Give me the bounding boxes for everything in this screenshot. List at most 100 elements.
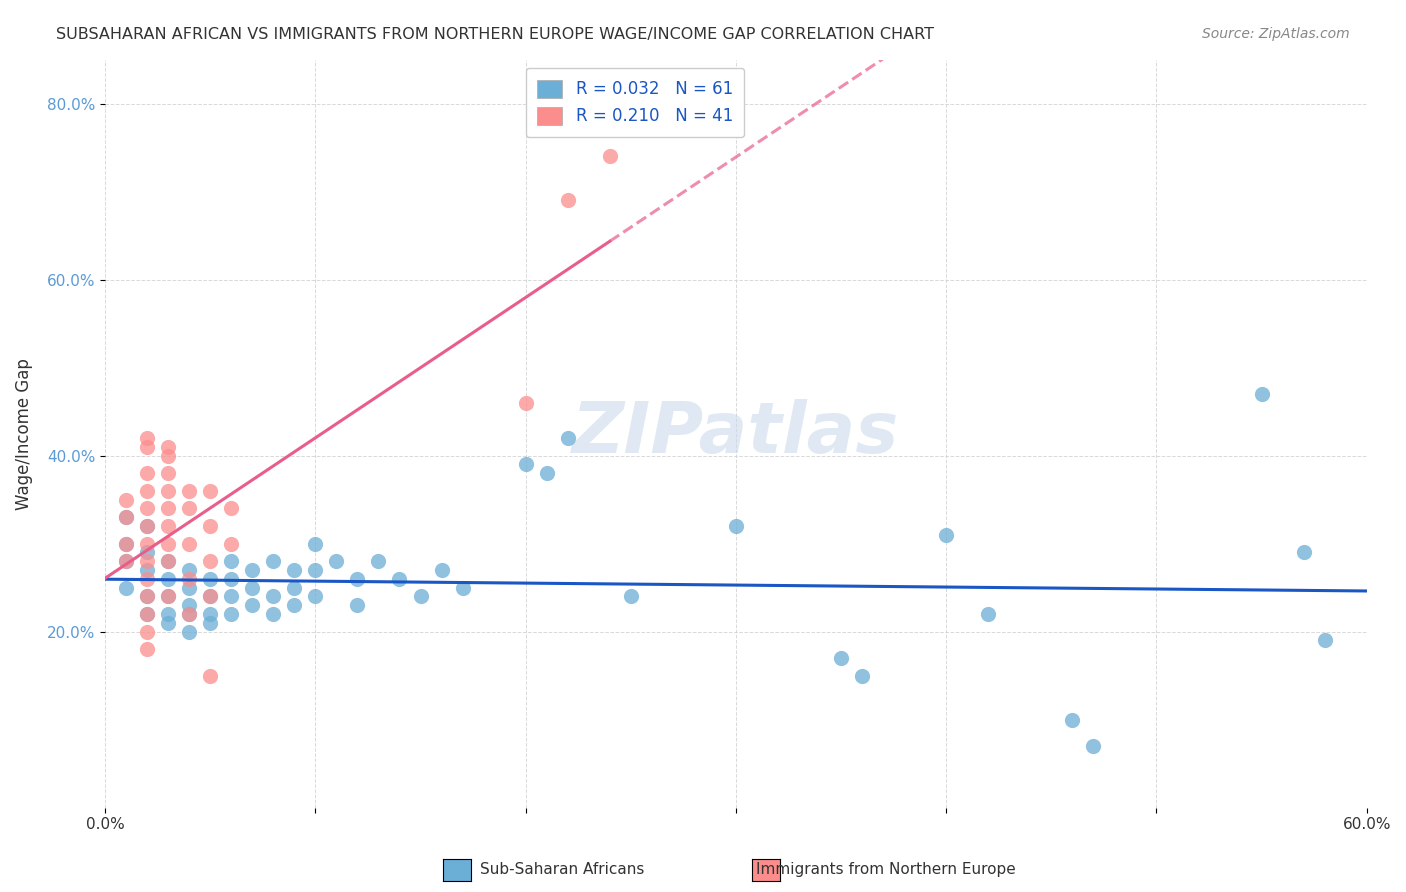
Point [115, 536, 138, 550]
Point [136, 563, 159, 577]
Point [1292, 545, 1315, 559]
Point [200, 590, 222, 604]
Point [157, 607, 180, 621]
Point [1250, 387, 1272, 401]
Point [136, 519, 159, 533]
Point [200, 668, 222, 682]
Point [136, 624, 159, 639]
Point [157, 440, 180, 454]
Point [179, 563, 201, 577]
Point [157, 449, 180, 463]
Point [283, 599, 305, 613]
Point [115, 510, 138, 524]
Point [935, 528, 957, 542]
Point [240, 581, 263, 595]
Point [157, 519, 180, 533]
Point [115, 554, 138, 568]
Point [136, 467, 159, 481]
Text: Source: ZipAtlas.com: Source: ZipAtlas.com [1202, 27, 1350, 41]
Point [136, 440, 159, 454]
Point [179, 607, 201, 621]
Point [179, 624, 201, 639]
Point [409, 590, 432, 604]
Point [200, 554, 222, 568]
Point [179, 483, 201, 498]
Point [179, 501, 201, 516]
Point [219, 590, 242, 604]
Point [136, 642, 159, 657]
Point [136, 590, 159, 604]
Point [557, 431, 579, 445]
Point [724, 519, 747, 533]
Point [136, 501, 159, 516]
Point [304, 536, 326, 550]
Point [283, 581, 305, 595]
Text: ZIPatlas: ZIPatlas [572, 399, 900, 468]
Point [115, 554, 138, 568]
Point [325, 554, 347, 568]
Point [599, 149, 621, 163]
Point [136, 545, 159, 559]
Point [136, 519, 159, 533]
Point [200, 615, 222, 630]
Point [1083, 739, 1105, 753]
Point [115, 536, 138, 550]
Point [200, 572, 222, 586]
Point [240, 599, 263, 613]
Point [451, 581, 474, 595]
Point [304, 590, 326, 604]
Point [219, 501, 242, 516]
Point [157, 467, 180, 481]
Point [115, 510, 138, 524]
Point [179, 572, 201, 586]
Point [179, 536, 201, 550]
Point [115, 581, 138, 595]
Point [262, 554, 284, 568]
Point [157, 536, 180, 550]
Y-axis label: Wage/Income Gap: Wage/Income Gap [15, 358, 32, 509]
Point [1313, 633, 1336, 648]
Point [136, 536, 159, 550]
Point [157, 501, 180, 516]
Point [620, 590, 643, 604]
Legend: R = 0.032   N = 61, R = 0.210   N = 41: R = 0.032 N = 61, R = 0.210 N = 41 [526, 68, 744, 137]
Point [346, 572, 368, 586]
Point [219, 536, 242, 550]
Point [157, 554, 180, 568]
Point [136, 554, 159, 568]
Point [200, 607, 222, 621]
Point [515, 458, 537, 472]
Point [1062, 713, 1084, 727]
Point [388, 572, 411, 586]
Point [977, 607, 1000, 621]
Point [157, 590, 180, 604]
Point [219, 607, 242, 621]
Point [179, 581, 201, 595]
Point [136, 431, 159, 445]
Point [115, 492, 138, 507]
Point [136, 572, 159, 586]
Point [219, 572, 242, 586]
Point [367, 554, 389, 568]
Point [157, 554, 180, 568]
Point [219, 554, 242, 568]
Point [830, 651, 852, 665]
Point [283, 563, 305, 577]
Point [346, 599, 368, 613]
Point [157, 572, 180, 586]
Text: SUBSAHARAN AFRICAN VS IMMIGRANTS FROM NORTHERN EUROPE WAGE/INCOME GAP CORRELATIO: SUBSAHARAN AFRICAN VS IMMIGRANTS FROM NO… [56, 27, 934, 42]
Point [262, 590, 284, 604]
Point [430, 563, 453, 577]
Point [157, 590, 180, 604]
Point [515, 396, 537, 410]
Point [179, 607, 201, 621]
Point [304, 563, 326, 577]
Point [851, 668, 873, 682]
Point [157, 615, 180, 630]
Point [240, 563, 263, 577]
Point [536, 467, 558, 481]
Point [200, 590, 222, 604]
Point [179, 599, 201, 613]
Point [200, 519, 222, 533]
Point [136, 607, 159, 621]
